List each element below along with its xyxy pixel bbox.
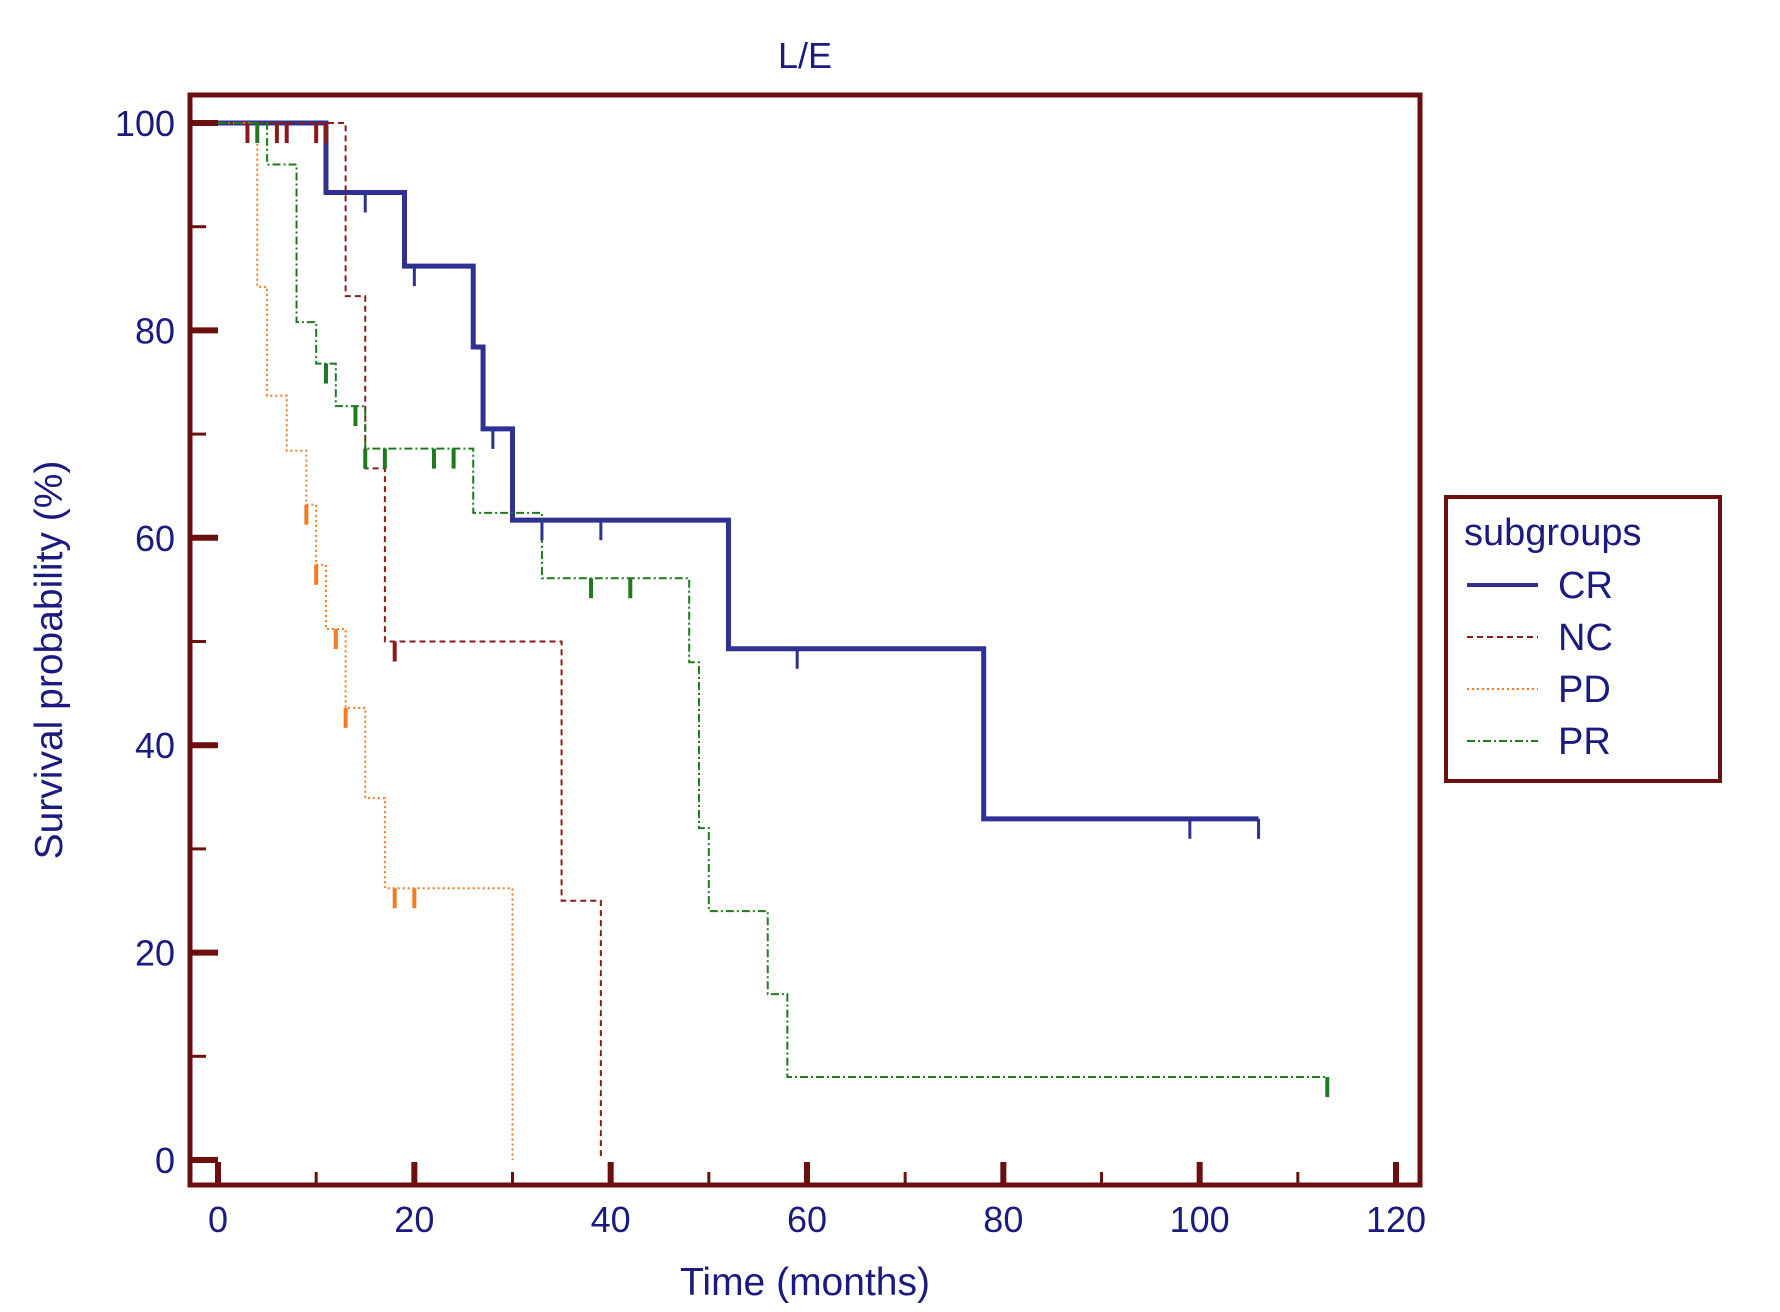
x-tick-label-120: 120 (1366, 1199, 1426, 1240)
y-tick-labels: 0 20 40 60 80 100 (115, 103, 175, 1181)
x-tick-label-80: 80 (983, 1199, 1023, 1240)
x-axis-title: Time (months) (680, 1261, 930, 1304)
y-tick-label-0: 0 (155, 1140, 175, 1181)
y-tick-label-20: 20 (135, 933, 175, 974)
y-axis-title: Survival probability (%) (28, 461, 71, 860)
x-tick-label-0: 0 (208, 1199, 228, 1240)
legend-label-cr: CR (1558, 565, 1613, 607)
series-line-pd (218, 122, 514, 1160)
survival-curves (218, 120, 1328, 1160)
legend: subgroups CR NC PD PR (1444, 495, 1722, 783)
x-tick-labels: 0 20 40 60 80 100 120 (208, 1199, 1426, 1240)
x-tick-label-40: 40 (591, 1199, 631, 1240)
chart-title: L/E (778, 35, 832, 76)
x-tick-label-20: 20 (394, 1199, 434, 1240)
legend-label-pd: PD (1558, 669, 1611, 711)
x-tick-label-60: 60 (787, 1199, 827, 1240)
legend-items: CR NC PD PR (1467, 565, 1613, 763)
plot-frame (187, 92, 1423, 1188)
axis-ticks (190, 120, 1399, 1185)
series-line-pr (218, 122, 1328, 1079)
legend-label-pr: PR (1558, 721, 1611, 763)
legend-box (1444, 495, 1722, 783)
legend-label-nc: NC (1558, 617, 1613, 659)
censor-marks (245, 123, 1330, 1098)
y-tick-label-80: 80 (135, 310, 175, 351)
x-tick-label-100: 100 (1170, 1199, 1230, 1240)
y-tick-label-40: 40 (135, 725, 175, 766)
series-line-nc (218, 122, 602, 1160)
y-tick-label-60: 60 (135, 518, 175, 559)
legend-title: subgroups (1464, 512, 1641, 554)
y-tick-label-100: 100 (115, 103, 175, 144)
series-line-cr (218, 120, 1259, 822)
